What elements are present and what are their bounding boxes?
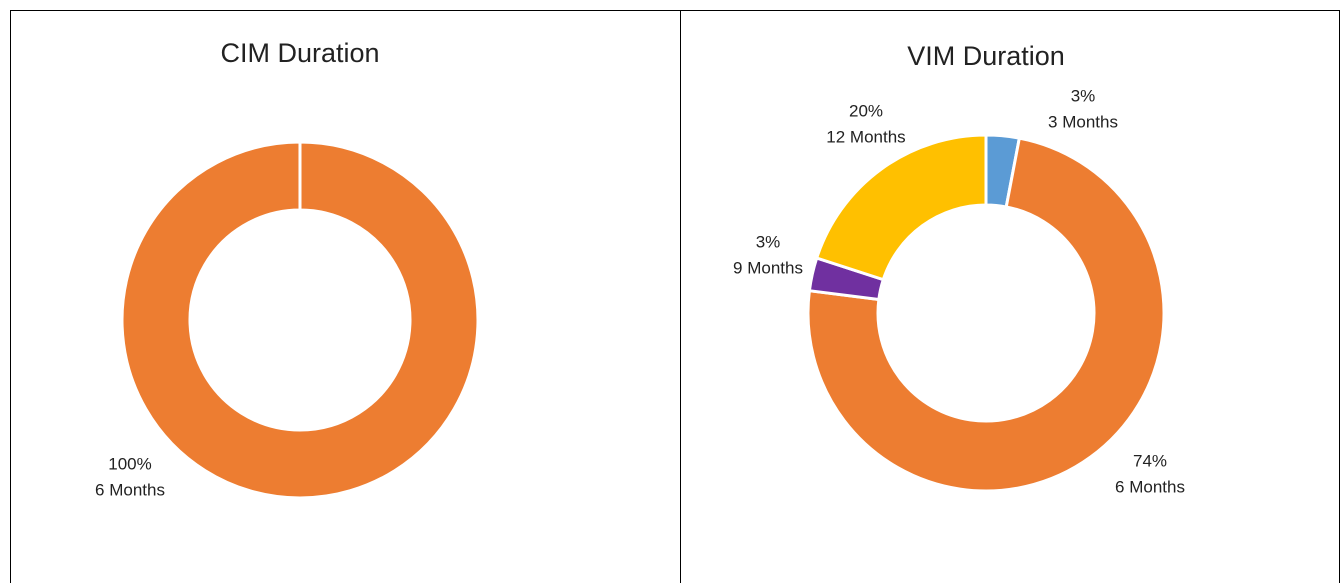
data-label: 3% [1071, 86, 1096, 105]
category-label: 6 Months [95, 480, 165, 499]
data-label: 100% [108, 454, 151, 473]
chart-title: VIM Duration [907, 41, 1065, 71]
category-label: 3 Months [1048, 112, 1118, 131]
right-panel [680, 10, 1340, 583]
donut-slice [120, 140, 480, 500]
category-label: 6 Months [1115, 477, 1185, 496]
donut-slice [814, 133, 988, 282]
data-label: 20% [849, 101, 883, 120]
data-label: 74% [1133, 451, 1167, 470]
category-label: 12 Months [826, 127, 905, 146]
donut-slice [806, 136, 1166, 493]
data-label: 3% [756, 232, 781, 251]
category-label: 9 Months [733, 258, 803, 277]
chart-title: CIM Duration [220, 38, 379, 68]
